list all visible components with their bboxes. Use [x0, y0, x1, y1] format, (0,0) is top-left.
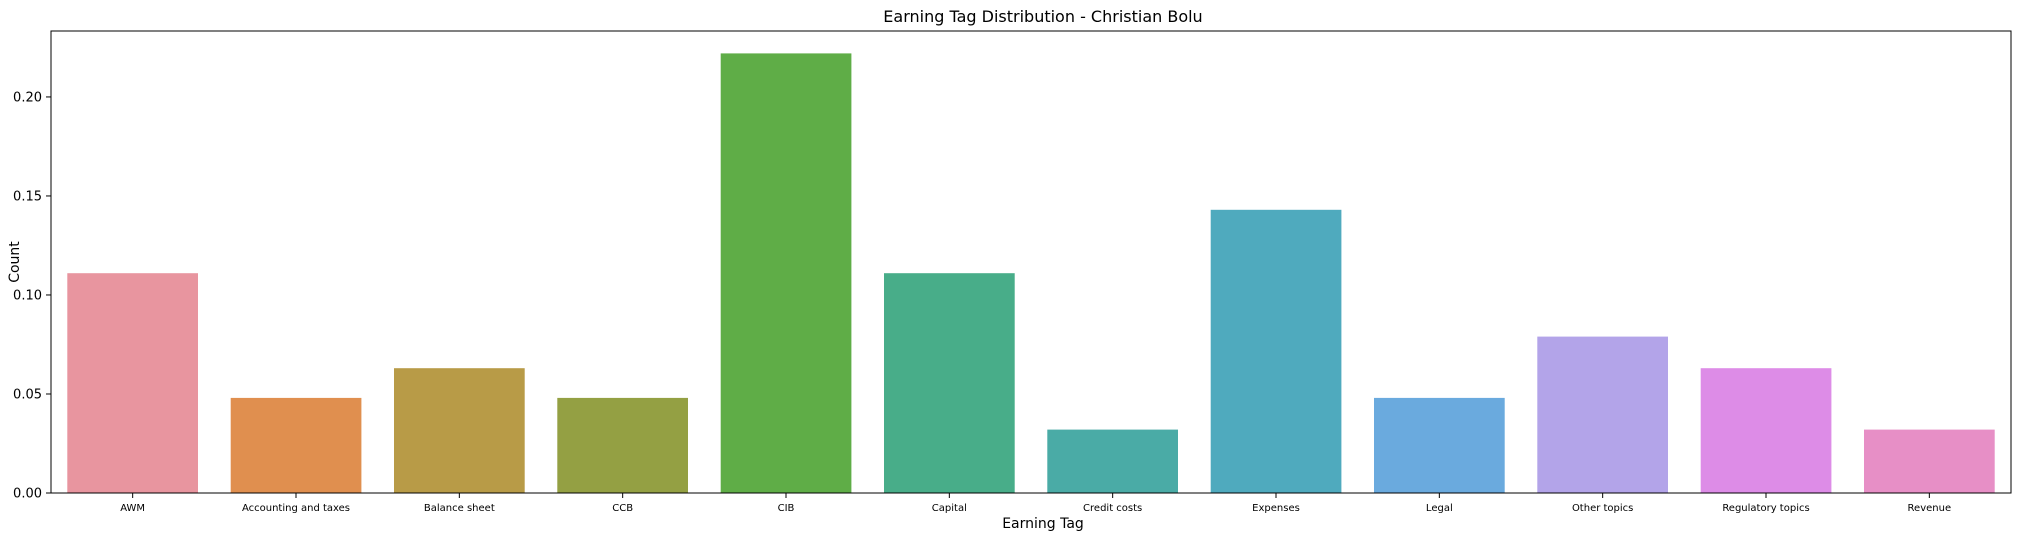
bar-cib [720, 53, 852, 494]
y-tick-label: 0.20 [13, 90, 42, 105]
bars-group [67, 53, 1995, 494]
x-tick-label: Other topics [1572, 503, 1633, 514]
bar-regulatory-topics [1700, 368, 1832, 493]
y-axis-label: Count [7, 241, 23, 283]
x-axis: AWM Accounting and taxes Balance sheet CCB C… [120, 493, 1951, 514]
y-tick-label: 0.15 [13, 189, 42, 204]
y-tick-label: 0.10 [13, 288, 42, 303]
x-tick-label: Accounting and taxes [242, 503, 350, 514]
x-tick-label: Expenses [1252, 503, 1300, 514]
bar-other-topics [1537, 336, 1668, 493]
x-tick-label: CCB [612, 503, 633, 514]
bar-ccb [557, 397, 688, 493]
x-tick-label: Capital [932, 503, 967, 514]
x-tick-label: CIB [778, 503, 795, 514]
x-tick-label: Legal [1426, 503, 1453, 514]
x-tick-label: Regulatory topics [1722, 503, 1809, 514]
bar-accounting-and-taxes [230, 397, 362, 493]
plot-frame [50, 30, 2012, 494]
y-tick-label: 0.00 [13, 487, 42, 502]
y-tick-label: 0.05 [13, 387, 42, 402]
bar-balance-sheet [394, 368, 525, 493]
bar-awm [67, 273, 198, 493]
y-axis: 0.00 0.05 0.10 0.15 0.20 [13, 90, 51, 502]
bar-revenue [1864, 429, 1995, 493]
bar-expenses [1210, 209, 1342, 494]
x-tick-label: Balance sheet [424, 503, 495, 514]
chart-title: Earning Tag Distribution - Christian Bol… [883, 7, 1202, 26]
x-tick-label: Revenue [1908, 503, 1952, 514]
bar-credit-costs [1047, 429, 1178, 493]
bar-capital [884, 273, 1015, 493]
x-axis-label: Earning Tag [1002, 516, 1084, 532]
x-tick-label: Credit costs [1083, 503, 1142, 514]
bar-legal [1374, 397, 1505, 493]
x-tick-label: AWM [120, 503, 145, 514]
